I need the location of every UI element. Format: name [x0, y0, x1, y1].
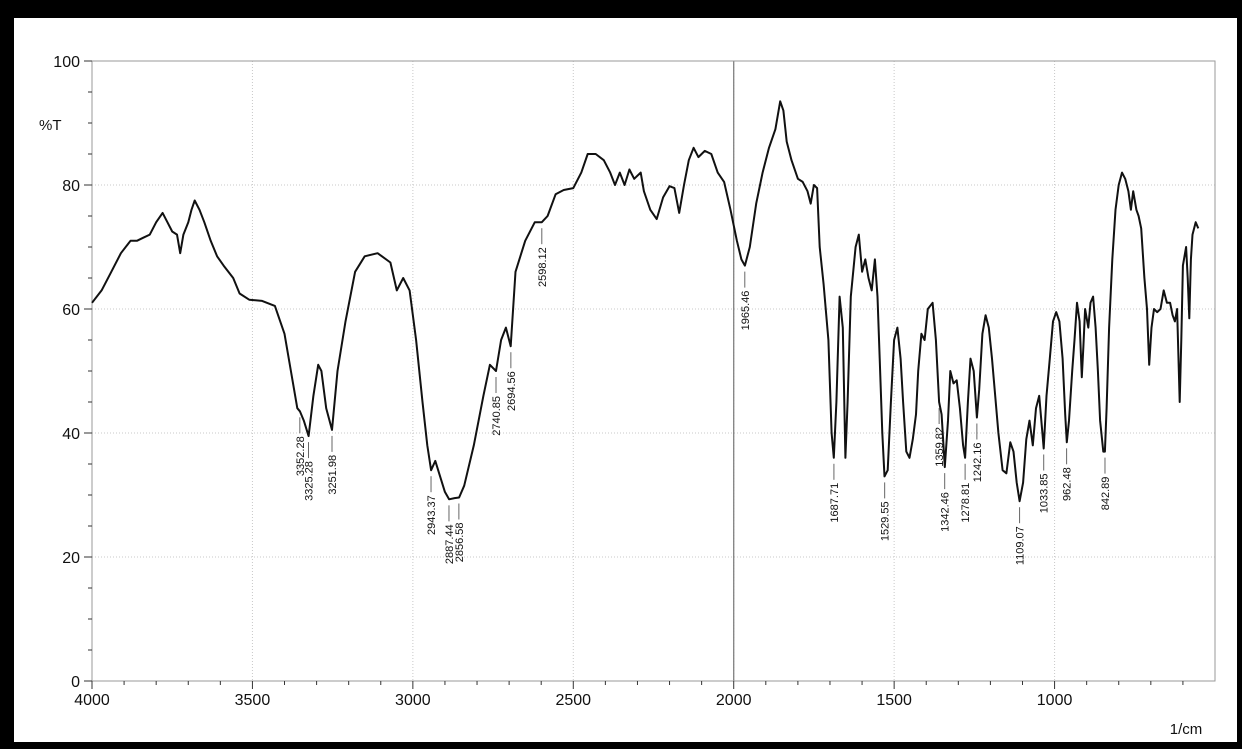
x-tick-label: 2500: [555, 692, 591, 709]
x-tick-label: 1000: [1037, 692, 1073, 709]
x-tick-label: 2000: [716, 692, 752, 709]
peak-label: 1687.71: [829, 483, 841, 523]
grid: [92, 61, 1215, 681]
y-tick-label: 20: [62, 550, 80, 567]
peak-label: 1529.55: [880, 501, 892, 541]
axes: 0 20 40 60 80 100 4000 3500 3000 2500 2000 1500 1000: [53, 54, 1216, 709]
x-axis-label: 1/cm: [1170, 721, 1203, 738]
x-tick-label: 3000: [395, 692, 431, 709]
peak-label: 2598.12: [537, 247, 549, 287]
peak-label: 3251.98: [327, 455, 339, 495]
peak-label: 3325.28: [303, 461, 315, 501]
y-tick-label: 60: [62, 302, 80, 319]
x-tick-label: 1500: [876, 692, 912, 709]
y-tick-label: 80: [62, 178, 80, 195]
plot-border: [91, 60, 1216, 682]
peak-label: 2887.44: [444, 524, 456, 564]
peak-label: 962.48: [1062, 467, 1074, 501]
y-tick-label: 0: [71, 674, 80, 691]
peak-label: 2694.56: [506, 371, 518, 411]
spectrum-line: [91, 100, 1200, 503]
y-tick-label: 40: [62, 426, 80, 443]
series-layer: [91, 100, 1200, 503]
peak-label: 1965.46: [740, 291, 752, 331]
peak-label: 842.89: [1100, 477, 1112, 511]
ir-spectrum-chart: 0 20 40 60 80 100 4000 3500 3000 2500 2000 1500 1000…: [39, 54, 1216, 738]
peak-label: 1242.16: [972, 443, 984, 483]
peak-label: 1342.46: [940, 492, 952, 532]
chart-frame: 0 20 40 60 80 100 4000 3500 3000 2500 2000 1500 1000…: [14, 18, 1237, 742]
peak-label: 1109.07: [1015, 526, 1027, 565]
peak-label: 1278.81: [960, 483, 972, 523]
peak-label: 2856.58: [454, 522, 466, 562]
x-tick-label: 3500: [235, 692, 271, 709]
x-tick-label: 4000: [74, 692, 110, 709]
y-tick-label: 100: [53, 54, 80, 71]
peak-label: 1359.82: [934, 427, 946, 467]
peak-label: 2943.37: [426, 495, 438, 535]
peak-label: 3352.28: [295, 436, 307, 476]
y-axis-label: %T: [39, 117, 62, 134]
peak-label: 1033.85: [1039, 474, 1051, 514]
peak-label: 2740.85: [491, 396, 503, 436]
